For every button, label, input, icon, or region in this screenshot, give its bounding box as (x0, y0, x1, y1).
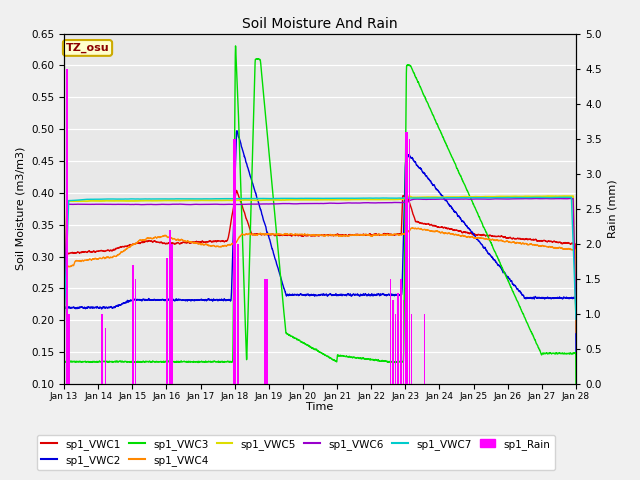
sp1_VWC4 (301, 231, 308, 237)
sp1_VWC5 (572, 314, 580, 320)
sp1_VWC1 (406, 202, 414, 207)
sp1_VWC2 (301, 292, 308, 298)
Y-axis label: Rain (mm): Rain (mm) (607, 180, 617, 238)
sp1_VWC7 (60, 321, 68, 327)
sp1_VWC6 (463, 196, 471, 202)
Line: sp1_VWC6: sp1_VWC6 (64, 199, 576, 326)
sp1_VWC2 (435, 188, 442, 194)
sp1_VWC6 (435, 196, 442, 202)
sp1_VWC2 (406, 154, 414, 160)
sp1_VWC3 (301, 341, 308, 347)
sp1_VWC5 (572, 289, 579, 295)
sp1_VWC5 (463, 194, 471, 200)
Y-axis label: Soil Moisture (m3/m3): Soil Moisture (m3/m3) (15, 147, 26, 271)
sp1_VWC3 (572, 388, 580, 394)
sp1_VWC3 (232, 43, 239, 49)
Line: sp1_VWC2: sp1_VWC2 (64, 131, 576, 378)
sp1_VWC1 (572, 241, 579, 247)
sp1_VWC1 (435, 224, 442, 230)
Text: TZ_osu: TZ_osu (66, 43, 109, 53)
sp1_VWC2 (464, 225, 472, 230)
sp1_VWC1 (572, 326, 580, 332)
sp1_VWC5 (406, 193, 414, 199)
Line: sp1_VWC4: sp1_VWC4 (64, 228, 576, 357)
sp1_VWC4 (572, 330, 580, 336)
sp1_VWC6 (60, 323, 68, 329)
sp1_VWC4 (409, 225, 417, 231)
sp1_VWC2 (152, 297, 160, 303)
sp1_VWC2 (233, 128, 241, 134)
sp1_VWC7 (152, 196, 160, 202)
sp1_VWC5 (152, 198, 160, 204)
sp1_VWC7 (572, 316, 580, 322)
sp1_VWC2 (572, 351, 580, 357)
sp1_VWC6 (406, 197, 414, 203)
Title: Soil Moisture And Rain: Soil Moisture And Rain (242, 17, 398, 31)
sp1_VWC1 (152, 239, 160, 245)
sp1_VWC6 (566, 196, 573, 202)
sp1_VWC3 (435, 124, 442, 130)
sp1_VWC3 (152, 359, 160, 365)
sp1_VWC2 (572, 295, 579, 301)
sp1_VWC7 (435, 195, 442, 201)
sp1_VWC3 (572, 350, 579, 356)
sp1_VWC3 (464, 188, 472, 194)
sp1_VWC6 (301, 201, 308, 206)
sp1_VWC4 (435, 229, 442, 235)
sp1_VWC5 (435, 194, 442, 200)
sp1_VWC5 (563, 193, 570, 199)
sp1_VWC6 (152, 202, 160, 207)
sp1_VWC7 (301, 195, 308, 201)
Legend: sp1_VWC1, sp1_VWC2, sp1_VWC3, sp1_VWC4, sp1_VWC5, sp1_VWC6, sp1_VWC7, sp1_Rain: sp1_VWC1, sp1_VWC2, sp1_VWC3, sp1_VWC4, … (37, 434, 555, 470)
Line: sp1_VWC1: sp1_VWC1 (64, 191, 576, 350)
Line: sp1_VWC5: sp1_VWC5 (64, 196, 576, 324)
Line: sp1_VWC3: sp1_VWC3 (64, 46, 576, 396)
sp1_VWC1 (233, 188, 241, 193)
sp1_VWC4 (572, 247, 579, 253)
Line: sp1_VWC7: sp1_VWC7 (64, 197, 576, 324)
sp1_VWC4 (152, 235, 160, 240)
sp1_VWC6 (572, 290, 579, 296)
sp1_VWC3 (60, 393, 68, 399)
sp1_VWC1 (464, 229, 472, 235)
sp1_VWC7 (463, 195, 471, 201)
sp1_VWC4 (406, 227, 414, 233)
sp1_VWC7 (566, 194, 574, 200)
sp1_VWC7 (406, 195, 414, 201)
sp1_VWC4 (464, 234, 472, 240)
sp1_VWC6 (572, 315, 580, 321)
X-axis label: Time: Time (307, 402, 333, 412)
sp1_VWC2 (60, 375, 68, 381)
sp1_VWC5 (301, 197, 308, 203)
sp1_VWC4 (60, 354, 68, 360)
sp1_VWC3 (406, 63, 414, 69)
sp1_VWC5 (60, 322, 68, 327)
sp1_VWC1 (301, 232, 308, 238)
sp1_VWC7 (572, 301, 579, 307)
sp1_VWC1 (60, 348, 68, 353)
